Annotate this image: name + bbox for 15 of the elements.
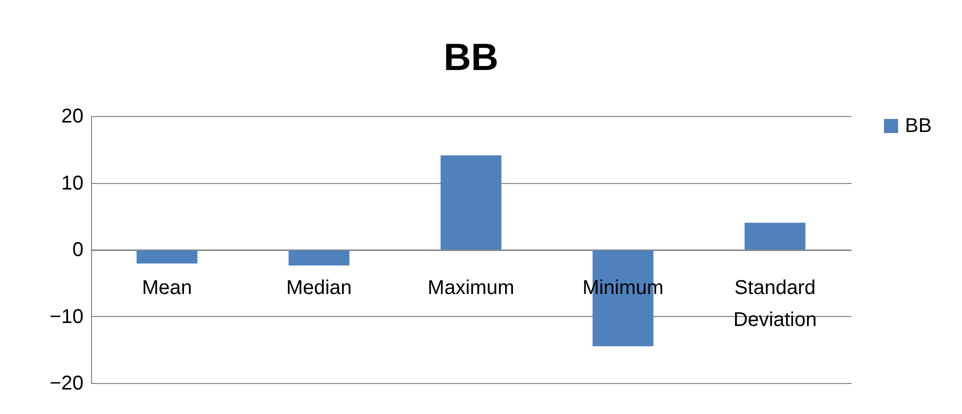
chart-title: BB [444, 37, 498, 79]
bar [440, 155, 502, 250]
x-tick-label: Median [286, 277, 352, 299]
y-tick-label: 10 [61, 172, 84, 194]
bar [136, 250, 198, 264]
y-tick-label: −10 [50, 306, 84, 328]
x-tick-label: Standard Deviation [733, 277, 817, 331]
x-tick-label: Maximum [428, 277, 514, 299]
y-tick-label: −20 [50, 372, 84, 394]
y-tick-label: 0 [72, 239, 84, 261]
y-tick-label: 20 [61, 106, 84, 128]
bar [288, 250, 350, 266]
x-tick-label: Mean [142, 277, 192, 299]
legend-label: BB [905, 115, 932, 137]
bar [744, 222, 806, 250]
